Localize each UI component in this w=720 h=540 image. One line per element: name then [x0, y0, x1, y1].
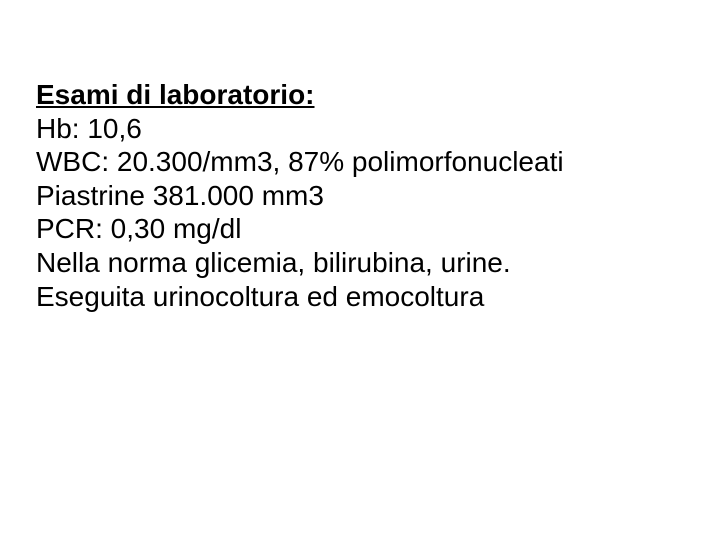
slide-page: Esami di laboratorio: Hb: 10,6 WBC: 20.3… — [0, 0, 720, 540]
lab-pcr: PCR: 0,30 mg/dl — [36, 212, 684, 246]
lab-hb: Hb: 10,6 — [36, 112, 684, 146]
lab-wbc: WBC: 20.300/mm3, 87% polimorfonucleati — [36, 145, 684, 179]
lab-plt: Piastrine 381.000 mm3 — [36, 179, 684, 213]
lab-norm: Nella norma glicemia, bilirubina, urine. — [36, 246, 684, 280]
lab-cult: Eseguita urinocoltura ed emocoltura — [36, 280, 684, 314]
section-heading: Esami di laboratorio: — [36, 78, 684, 112]
